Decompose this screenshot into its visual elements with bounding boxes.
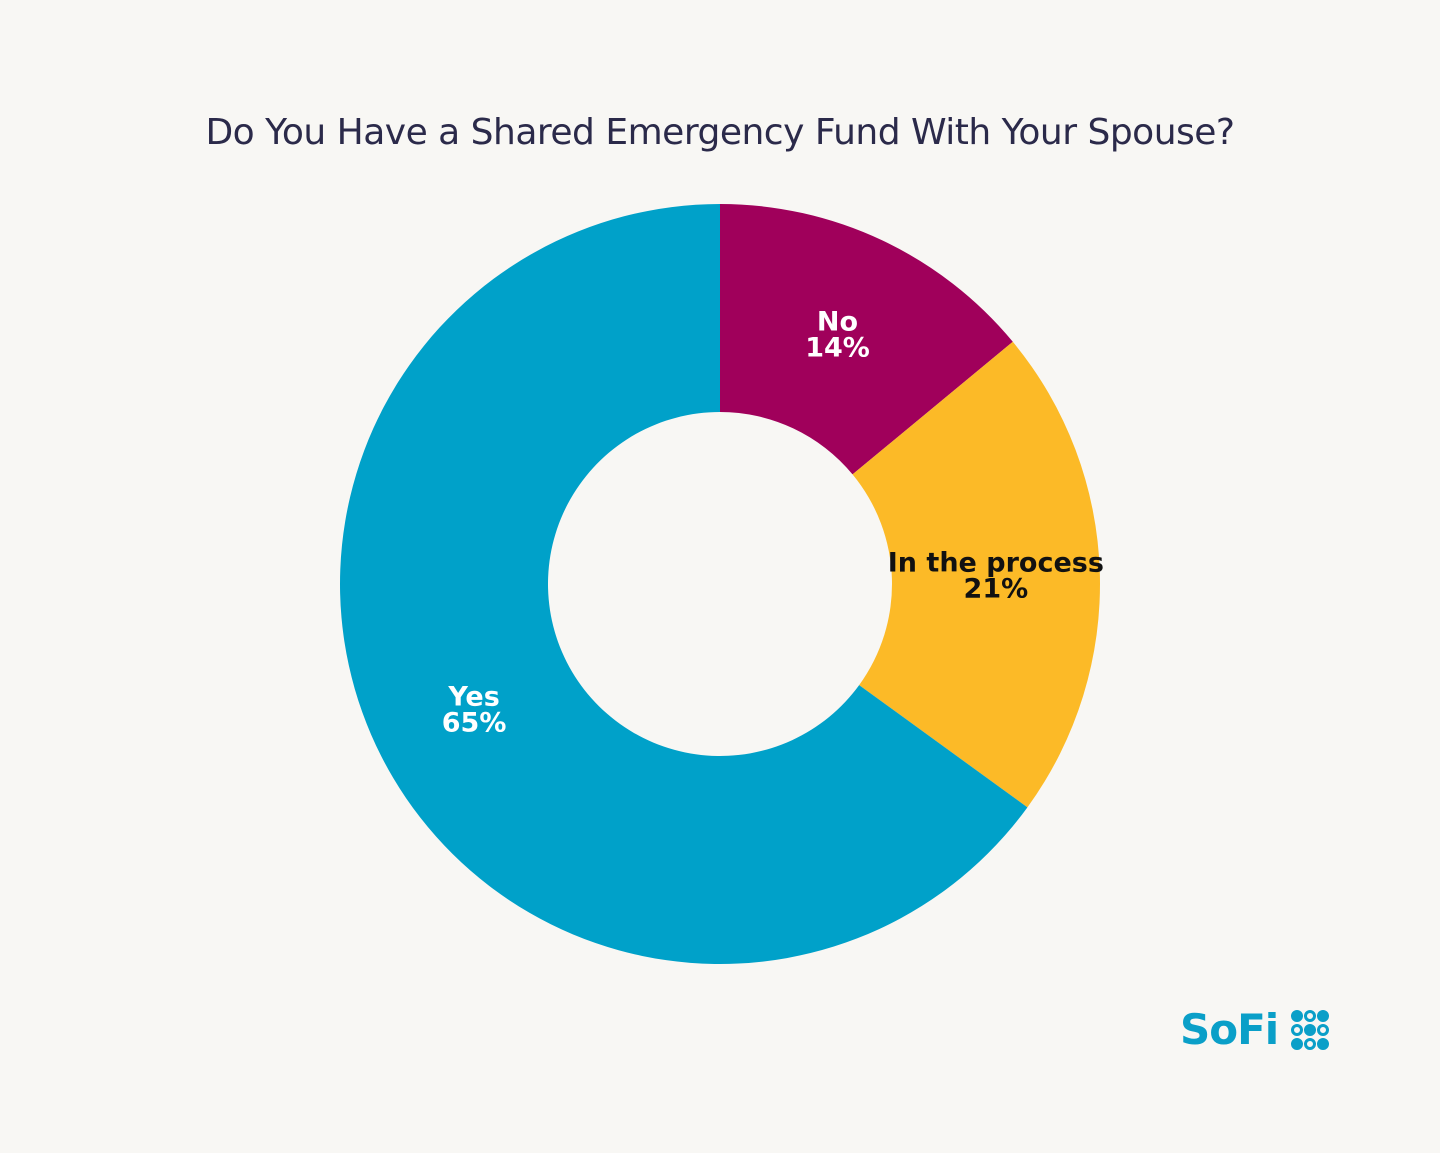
slice-label-1: In the process [888, 547, 1104, 578]
slice-value-0: 14% [805, 332, 870, 363]
slice-no [720, 204, 1013, 475]
slice-yes [340, 204, 1028, 964]
logo-text: SoFi [1180, 1005, 1279, 1054]
sofi-logo: SoFi [1180, 1004, 1332, 1056]
slice-value-2: 65% [442, 707, 507, 738]
slice-label-0: No [817, 306, 858, 337]
slice-in-the-process [852, 341, 1100, 808]
slice-label-2: Yes [447, 681, 499, 712]
sofi-dots-icon [1291, 1010, 1330, 1050]
chart-title: Do You Have a Shared Emergency Fund With… [205, 112, 1235, 153]
donut-slices [340, 204, 1100, 964]
slice-value-1: 21% [964, 573, 1029, 604]
